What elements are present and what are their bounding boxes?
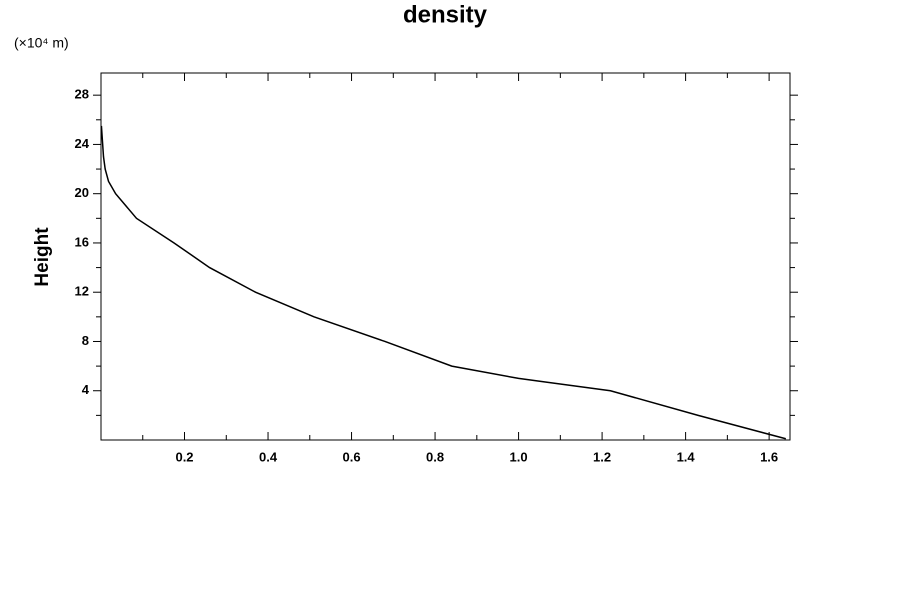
x-tick-label: 0.8: [426, 449, 444, 464]
y-axis-label: Height: [32, 227, 53, 287]
chart-title: density: [403, 1, 488, 28]
x-tick-label: 0.6: [343, 449, 361, 464]
x-tick-label: 1.2: [593, 449, 611, 464]
y-tick-label: 28: [75, 87, 89, 102]
plot-frame: [100, 72, 791, 441]
x-tick-label: 1.6: [760, 449, 778, 464]
x-tick-label: 0.2: [175, 449, 193, 464]
y-tick-label: 20: [75, 185, 89, 200]
data-line: [100, 125, 787, 440]
y-tick-label: 4: [82, 382, 90, 397]
x-tick-label: 1.4: [677, 449, 696, 464]
y-tick-label: 24: [75, 136, 90, 151]
x-tick-label: 0.4: [259, 449, 278, 464]
y-unit: (×10⁴ m): [14, 35, 69, 51]
y-tick-label: 12: [75, 284, 89, 299]
y-tick-label: 8: [82, 333, 89, 348]
x-tick-label: 1.0: [510, 449, 528, 464]
y-tick-label: 16: [75, 234, 89, 249]
